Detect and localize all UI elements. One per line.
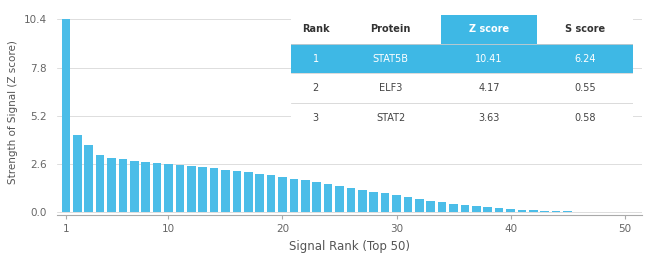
Bar — [484, 207, 492, 212]
Bar — [461, 205, 469, 212]
Bar — [221, 170, 229, 212]
Bar — [324, 184, 332, 212]
Bar — [426, 201, 435, 212]
Bar — [540, 211, 549, 212]
Bar — [369, 192, 378, 212]
Bar — [187, 166, 196, 212]
Bar — [392, 195, 401, 212]
Bar — [381, 193, 389, 212]
Bar — [449, 204, 458, 212]
Bar — [506, 209, 515, 212]
Bar — [358, 190, 367, 212]
Bar — [335, 186, 344, 212]
Bar — [278, 177, 287, 212]
Bar — [266, 175, 276, 212]
Bar — [564, 211, 572, 212]
Y-axis label: Strength of Signal (Z score): Strength of Signal (Z score) — [8, 40, 18, 184]
Bar — [176, 165, 184, 212]
Bar — [346, 188, 355, 212]
Bar — [517, 210, 526, 212]
Bar — [495, 208, 503, 212]
Bar — [118, 159, 127, 212]
Bar — [198, 167, 207, 212]
Bar — [210, 168, 218, 212]
Bar — [96, 155, 105, 212]
Bar — [255, 174, 264, 212]
Bar — [529, 210, 538, 212]
Bar — [84, 145, 93, 212]
Bar — [404, 197, 412, 212]
Bar — [438, 202, 447, 212]
Bar — [142, 162, 150, 212]
Bar — [313, 182, 321, 212]
Bar — [290, 179, 298, 212]
Bar — [153, 163, 161, 212]
Bar — [552, 211, 560, 212]
Bar — [472, 206, 480, 212]
Bar — [233, 171, 241, 212]
Bar — [164, 164, 173, 212]
Bar — [130, 161, 138, 212]
Bar — [244, 173, 253, 212]
X-axis label: Signal Rank (Top 50): Signal Rank (Top 50) — [289, 240, 410, 253]
Bar — [301, 180, 309, 212]
Bar — [107, 158, 116, 212]
Bar — [62, 19, 70, 212]
Bar — [415, 199, 424, 212]
Bar — [73, 135, 81, 212]
